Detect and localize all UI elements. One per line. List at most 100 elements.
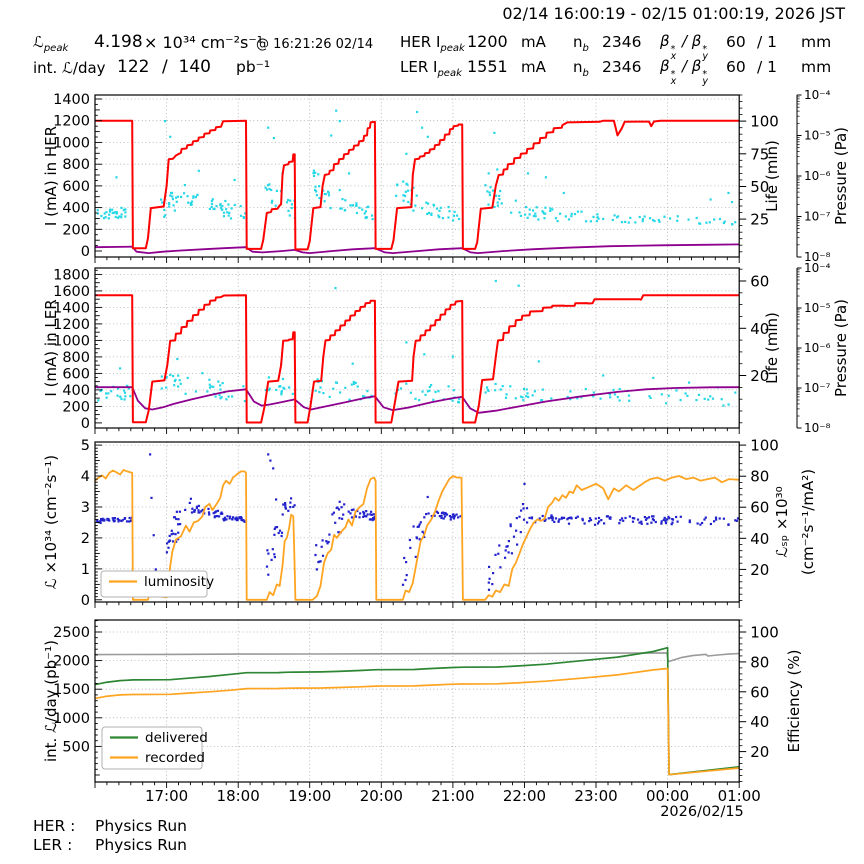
ler-ipeak-label: LER Ipeak: [400, 58, 462, 79]
rtick-label: 40: [750, 320, 769, 338]
series-delivered: [94, 646, 740, 776]
pressure-tick-label: 10⁻⁴: [804, 88, 831, 102]
ler-betax-value: 60: [726, 58, 746, 76]
rtick-label: 25: [750, 211, 769, 229]
xtick-label: 00:00: [646, 787, 689, 805]
xtick-label: 23:00: [574, 787, 617, 805]
rtick-label: 50: [750, 178, 769, 196]
ytick-label: 1200: [53, 317, 90, 333]
legend-label: delivered: [145, 730, 208, 746]
rtick-label: 40: [750, 530, 769, 548]
xtick-label: 18:00: [217, 787, 260, 805]
ytick-label: 600: [62, 366, 90, 382]
ytick-label: 800: [62, 350, 90, 366]
series-recorded: [94, 667, 740, 776]
axis-label-right: Efficiency (%): [785, 650, 803, 753]
axis-label-right: Life (min): [763, 312, 781, 384]
ytick-label: 3: [81, 500, 90, 516]
series-her-life: [96, 109, 737, 226]
her-nb-label: nb: [573, 33, 589, 54]
pressure-tick-label: 10⁻⁷: [804, 210, 831, 224]
ytick-label: 1000: [53, 333, 90, 349]
ytick-label: 1500: [53, 682, 90, 698]
ytick-label: 0: [81, 244, 90, 260]
pressure-tick-label: 10⁻⁸: [804, 421, 831, 435]
ler-beta-label: β * x / β * y: [660, 57, 708, 87]
ytick-label: 0: [81, 593, 90, 609]
ytick-label: 4: [81, 469, 90, 485]
pressure-tick-label: 10⁻⁶: [804, 169, 831, 183]
rtick-label: 20: [750, 561, 769, 579]
axis-label-left: I (mA) in HER: [42, 126, 60, 226]
axis-label-left: I (mA) in LER: [42, 299, 60, 396]
pressure-tick-label: 10⁻⁵: [804, 129, 831, 143]
her-run-status: Physics Run: [95, 817, 187, 835]
series-her-pressure: [94, 243, 740, 254]
lpeak-label: ℒpeak: [33, 33, 69, 54]
ytick-label: 500: [62, 739, 90, 755]
xtick-label: 22:00: [503, 787, 546, 805]
pressure-tick-label: 10⁻⁶: [804, 341, 831, 355]
xtick-label: 01:00: [718, 787, 761, 805]
ytick-label: 400: [62, 201, 90, 217]
her-ipeak-unit: mA: [521, 33, 546, 51]
xtick-label: 21:00: [431, 787, 474, 805]
axis-label-left: ℒ ×10³⁴ (cm⁻²s⁻¹): [42, 455, 60, 589]
pressure-tick-label: 10⁻⁵: [804, 301, 831, 315]
legend-box: [100, 570, 208, 598]
lpeak-unit: × 10³⁴ cm⁻²s⁻¹: [144, 33, 264, 52]
rtick-label: 100: [750, 437, 779, 455]
ytick-label: 5: [81, 438, 90, 454]
axis-label-right: (cm⁻²s⁻¹/mA²): [799, 469, 817, 575]
axis-label-left: int. ℒ/day (pb⁻¹): [42, 640, 60, 762]
pressure-tick-label: 10⁻⁸: [804, 250, 831, 264]
rtick-label: 20: [750, 743, 769, 761]
date-label: 2026/02/15: [660, 804, 744, 820]
intlday-unit: pb⁻¹: [236, 58, 271, 76]
rtick-label: 20: [750, 367, 769, 385]
ytick-label: 800: [62, 157, 90, 173]
axis-label-right: Life (min): [763, 140, 781, 212]
her-run-label: HER :: [33, 817, 76, 835]
panel-her: 0 200 400 600 800 1000 1200 1400 I (mA) in HER 25…: [42, 88, 850, 264]
plot-frame: [94, 267, 740, 429]
intlday-value: 122: [117, 57, 150, 77]
xtick-label: 20:00: [360, 787, 403, 805]
ler-nb-label: nb: [573, 58, 589, 79]
ytick-label: 400: [62, 383, 90, 399]
ytick-label: 1400: [53, 92, 90, 108]
ytick-label: 1000: [53, 135, 90, 151]
her-nb-value: 2346: [602, 33, 642, 51]
rtick-label: 40: [750, 713, 769, 731]
ytick-label: 0: [81, 416, 90, 432]
rtick-label: 75: [750, 145, 769, 163]
plot-frame: [94, 94, 740, 258]
rtick-label: 60: [750, 499, 769, 517]
intlday-value2: / 140: [162, 57, 211, 77]
time-range-title: 02/14 16:00:19 - 02/15 01:00:19, 2026 JS…: [502, 4, 845, 23]
her-beta-label: β * x / β * y: [660, 32, 708, 62]
rtick-label: 60: [750, 683, 769, 701]
ler-betay-value: / 1: [757, 58, 778, 76]
ytick-label: 1400: [53, 300, 90, 316]
series-her-current: [95, 119, 740, 251]
lpeak-value: 4.198: [94, 32, 143, 52]
series-ler-current: [95, 294, 740, 424]
rtick-label: 80: [750, 468, 769, 486]
intlday-label: int. ℒ/day: [33, 59, 106, 77]
rtick-label: 80: [750, 653, 769, 671]
ler-beta-unit: mm: [801, 58, 832, 76]
ytick-label: 600: [62, 179, 90, 195]
rtick-label: 100: [750, 623, 779, 641]
rtick-label: 100: [750, 113, 779, 131]
ytick-label: 1800: [53, 267, 90, 283]
her-ipeak-label: HER Ipeak: [400, 33, 465, 54]
series-luminosity: [94, 469, 740, 601]
ler-ipeak-value: 1551: [467, 57, 508, 76]
axis-label-right: ℒₛₚ ×10³⁰: [773, 486, 791, 557]
ytick-label: 1600: [53, 284, 90, 300]
